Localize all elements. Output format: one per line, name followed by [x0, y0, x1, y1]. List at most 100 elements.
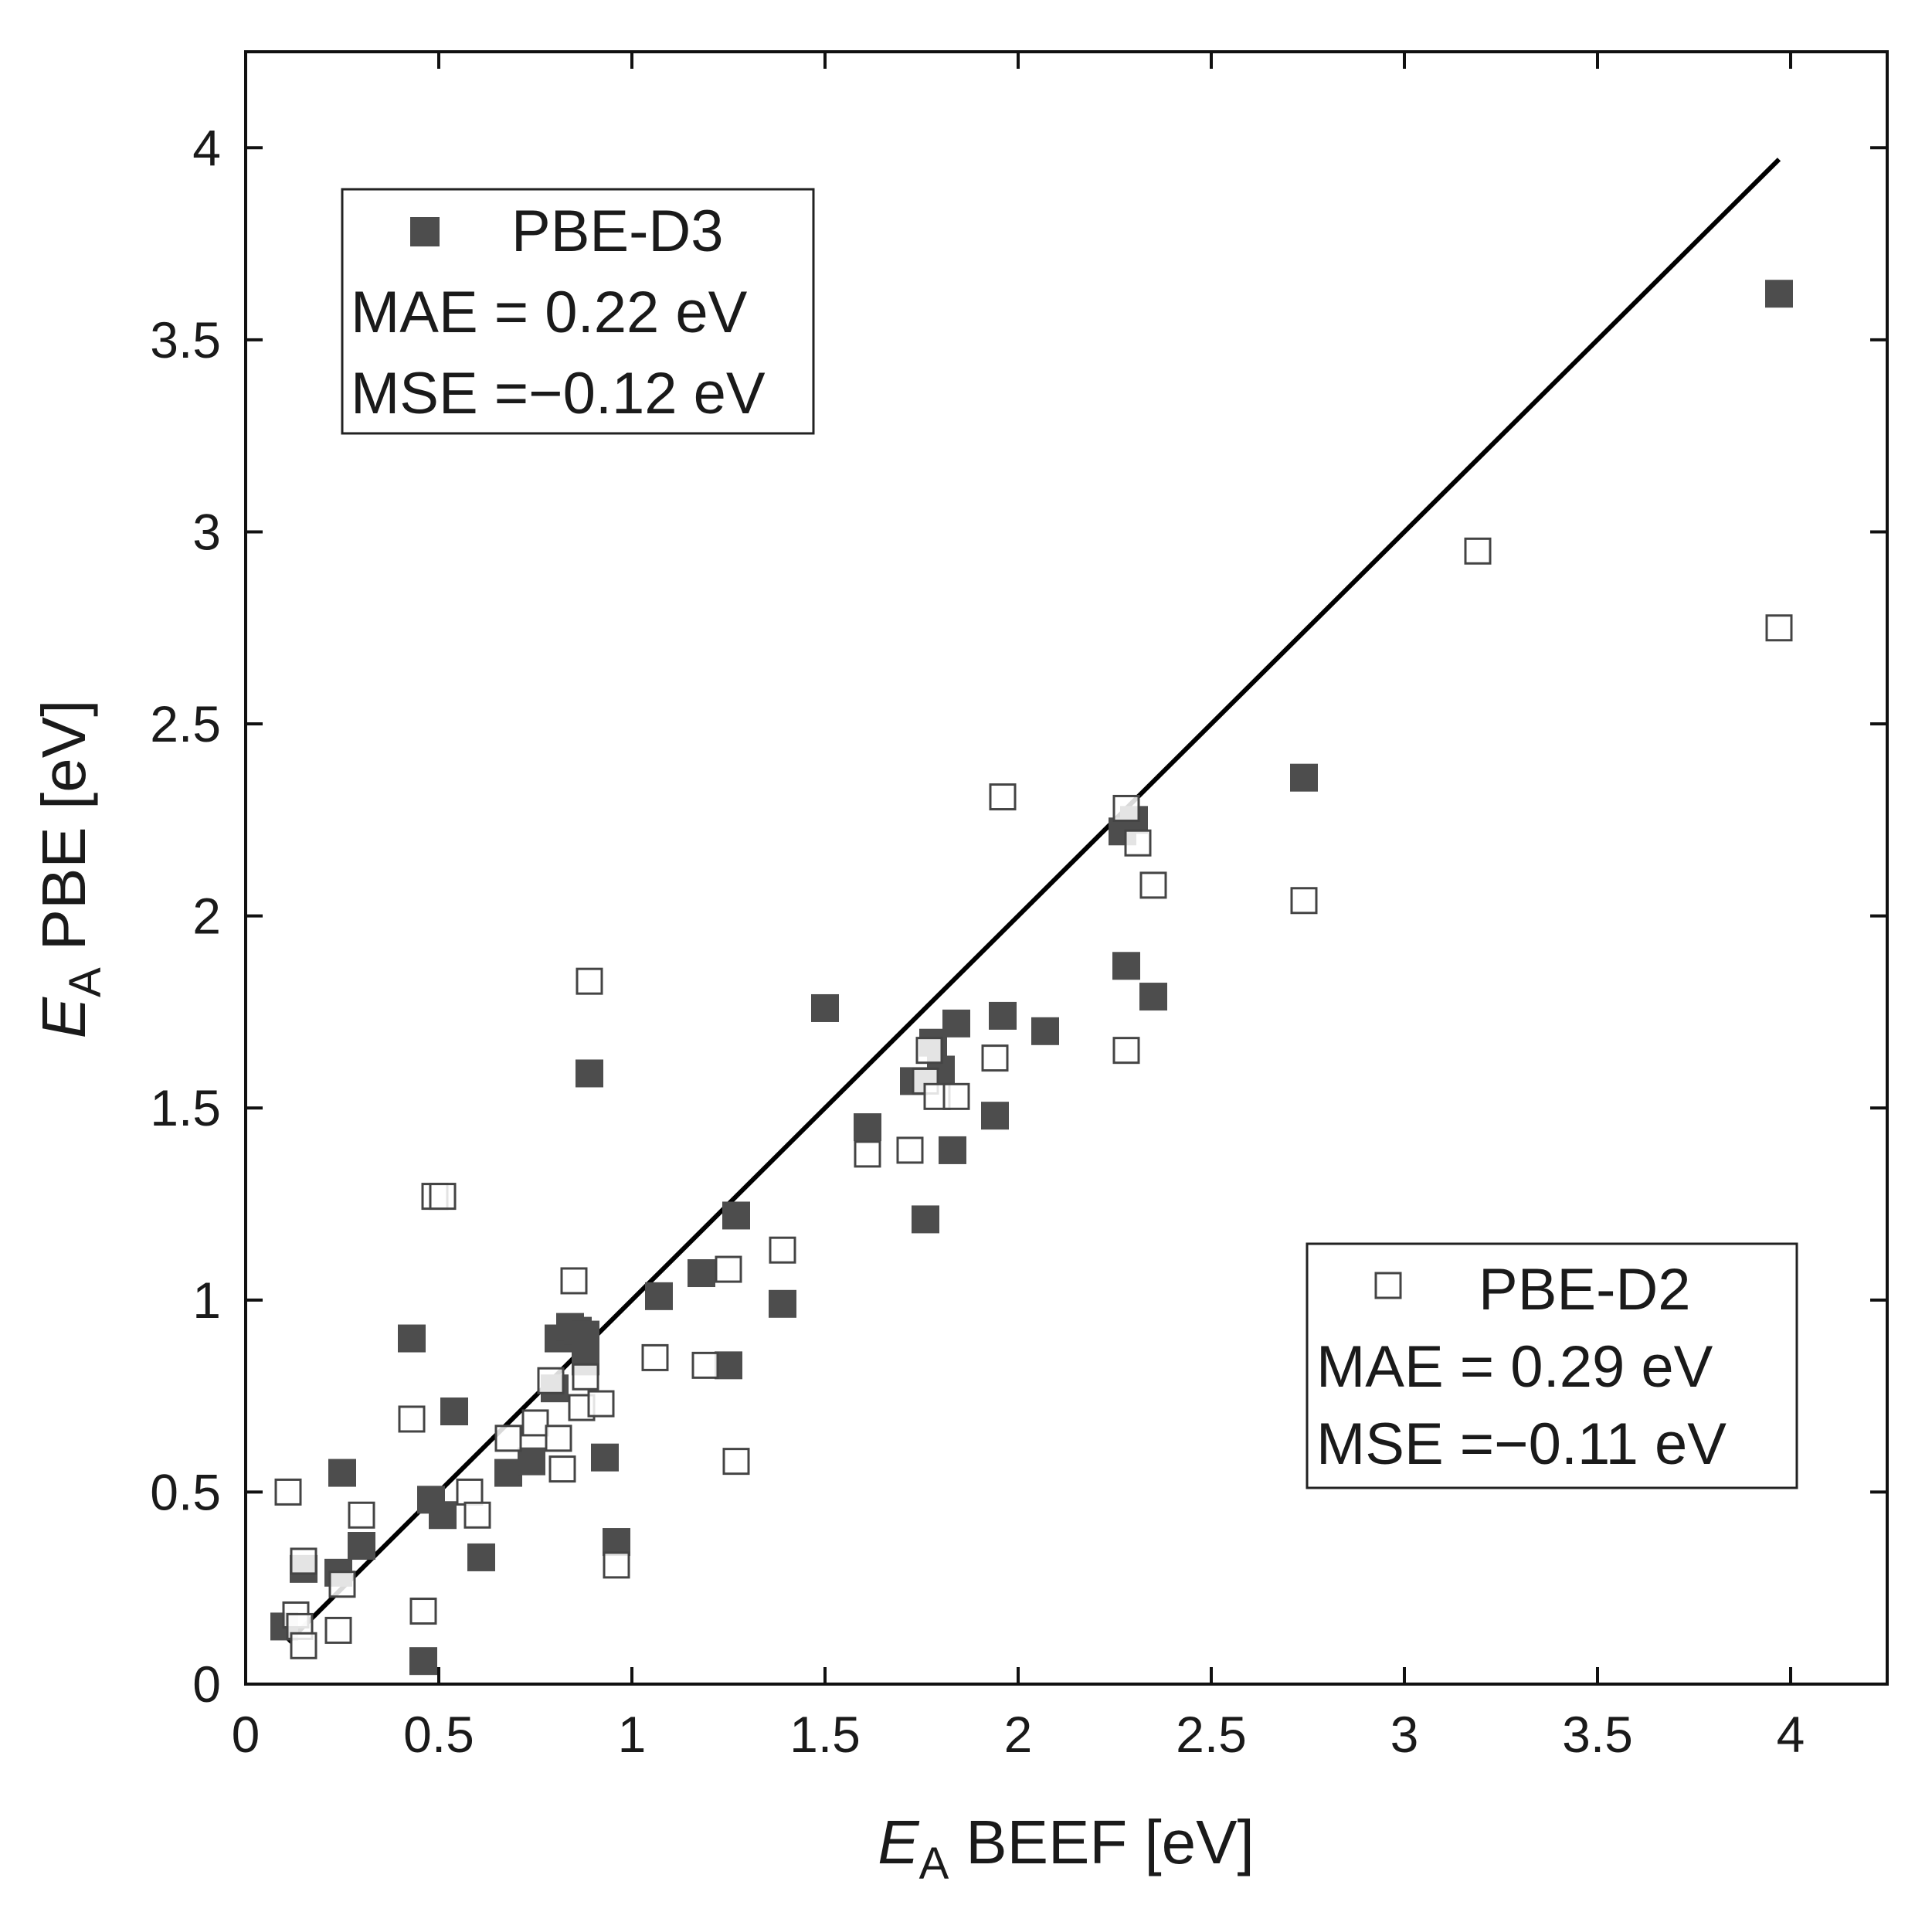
point-pbe-d3 [688, 1259, 715, 1288]
plot-frame [244, 50, 1889, 1686]
point-pbe-d2 [274, 1478, 302, 1506]
point-pbe-d2 [548, 1455, 576, 1483]
point-pbe-d2 [290, 1547, 317, 1575]
x-axis-symbol: E [878, 1808, 920, 1876]
point-pbe-d3 [603, 1528, 630, 1557]
y-tick-label: 2.5 [150, 695, 221, 752]
point-pbe-d2 [328, 1571, 356, 1598]
point-pbe-d3 [769, 1289, 796, 1318]
point-pbe-d2 [521, 1409, 549, 1437]
point-pbe-d3 [572, 1320, 599, 1349]
legend-d3-mae: MAE = 0.22 eV [351, 280, 748, 345]
point-pbe-d2 [1112, 794, 1140, 822]
point-pbe-d3 [722, 1201, 750, 1230]
y-tick-label: 3.5 [150, 311, 221, 368]
point-pbe-d3 [854, 1113, 881, 1142]
point-pbe-d3 [989, 1001, 1017, 1030]
point-pbe-d3 [429, 1501, 457, 1530]
point-pbe-d2 [854, 1140, 881, 1168]
y-tick-label: 1 [192, 1272, 221, 1329]
y-tick-label: 0 [192, 1656, 221, 1713]
y-axis-subscript: A [60, 967, 110, 997]
point-pbe-d3 [1290, 763, 1318, 792]
point-pbe-d2 [463, 1501, 491, 1529]
point-pbe-d2 [560, 1267, 588, 1295]
x-tick-label: 4 [1777, 1706, 1805, 1763]
point-pbe-d3 [981, 1102, 1009, 1130]
point-pbe-d3 [715, 1351, 742, 1380]
legend-d2-name: PBE-D2 [1479, 1257, 1691, 1323]
point-pbe-d2 [722, 1448, 750, 1476]
legend-d3-name: PBE-D3 [511, 199, 724, 264]
legend-marker-filled-square [410, 217, 440, 246]
x-tick-label: 3 [1390, 1706, 1419, 1763]
point-pbe-d2 [896, 1136, 924, 1164]
point-pbe-d2 [290, 1632, 317, 1659]
point-pbe-d2 [348, 1501, 375, 1529]
parity-line [286, 158, 1781, 1644]
point-pbe-d2 [409, 1598, 437, 1625]
y-tick-label: 4 [192, 119, 221, 176]
point-pbe-d3 [1765, 280, 1793, 308]
x-tick-label: 0 [232, 1706, 260, 1763]
point-pbe-d3 [440, 1397, 468, 1426]
point-pbe-d2 [456, 1478, 484, 1506]
y-tick-label: 2 [192, 888, 221, 945]
legend-d2-mae: MAE = 0.29 eV [1316, 1334, 1713, 1400]
point-pbe-d2 [1464, 537, 1492, 565]
x-tick-label: 3.5 [1562, 1706, 1633, 1763]
x-tick-label: 1 [618, 1706, 647, 1763]
point-pbe-d2 [981, 1044, 1009, 1072]
point-pbe-d2 [1139, 871, 1167, 899]
x-tick-label: 1.5 [789, 1706, 861, 1763]
point-pbe-d2 [494, 1425, 522, 1452]
point-pbe-d3 [467, 1543, 495, 1571]
legend-d2-mse: MSE =−0.11 eV [1316, 1411, 1727, 1477]
point-pbe-d2 [545, 1425, 572, 1452]
point-pbe-d2 [641, 1343, 669, 1371]
y-axis-symbol: E [29, 996, 98, 1038]
point-pbe-d2 [603, 1551, 630, 1579]
point-pbe-d3 [1112, 952, 1140, 980]
point-pbe-d3 [912, 1205, 939, 1234]
point-pbe-d3 [576, 1059, 603, 1088]
x-axis-title: EA BEEF [eV] [878, 1808, 1255, 1889]
point-pbe-d3 [398, 1324, 426, 1353]
x-tick-label: 2 [1004, 1706, 1033, 1763]
point-pbe-d3 [348, 1532, 375, 1561]
point-pbe-d2 [1124, 829, 1152, 857]
x-axis-subscript: A [919, 1839, 949, 1889]
legend-d3-mse: MSE =−0.12 eV [351, 361, 766, 426]
point-pbe-d2 [429, 1183, 457, 1211]
point-pbe-d3 [942, 1009, 970, 1038]
point-pbe-d2 [915, 1037, 943, 1065]
point-pbe-d3 [1139, 983, 1167, 1011]
point-pbe-d3 [409, 1647, 437, 1676]
point-pbe-d2 [989, 783, 1017, 811]
legend-marker-open-square [1374, 1272, 1402, 1299]
x-tick-label: 0.5 [403, 1706, 474, 1763]
point-pbe-d3 [328, 1459, 356, 1487]
point-pbe-d2 [1112, 1037, 1140, 1065]
data-marks [270, 158, 1793, 1676]
point-pbe-d3 [518, 1447, 545, 1476]
point-pbe-d3 [1031, 1017, 1059, 1045]
point-pbe-d2 [537, 1367, 565, 1394]
point-pbe-d2 [942, 1082, 970, 1110]
point-pbe-d2 [1290, 887, 1318, 915]
x-axis-label: BEEF [eV] [966, 1808, 1254, 1876]
y-axis-title: EA PBE [eV] [29, 700, 110, 1039]
point-pbe-d2 [398, 1405, 426, 1433]
point-pbe-d3 [811, 993, 839, 1022]
y-tick-label: 3 [192, 503, 221, 560]
point-pbe-d2 [576, 967, 603, 995]
legend-pbe-d2: PBE-D2 MAE = 0.29 eV MSE =−0.11 eV [1306, 1242, 1798, 1489]
point-pbe-d3 [645, 1282, 673, 1310]
point-pbe-d2 [715, 1255, 742, 1283]
axis-ticks: 0 0.5 1 1.5 2 2.5 3 3.5 4 0 0.5 1 1.5 2 2.5 3 3.5 4 [150, 52, 1887, 1763]
legend-pbe-d3: PBE-D3 MAE = 0.22 eV MSE =−0.12 eV [341, 188, 815, 435]
y-tick-label: 0.5 [150, 1463, 221, 1520]
point-pbe-d2 [1765, 614, 1793, 642]
point-pbe-d3 [591, 1443, 619, 1472]
